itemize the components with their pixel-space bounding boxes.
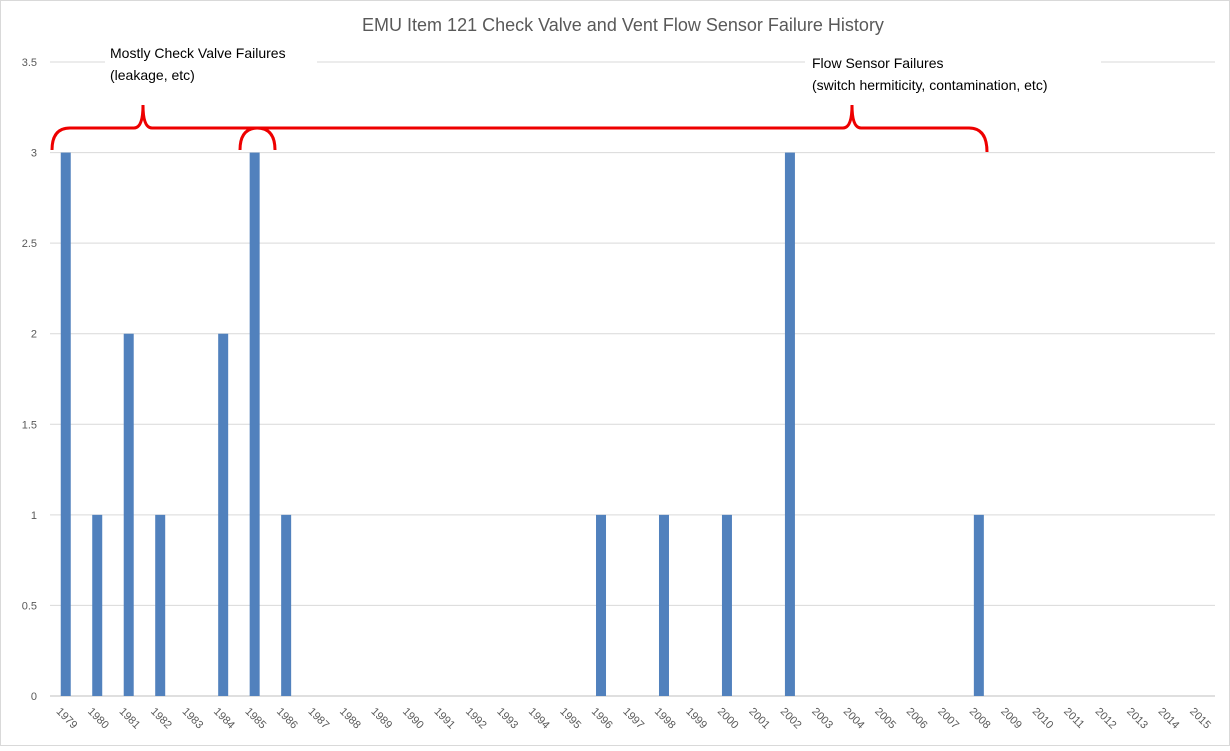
chart-title: EMU Item 121 Check Valve and Vent Flow S… <box>362 15 884 35</box>
y-tick-label: 1.5 <box>22 419 37 431</box>
bar <box>596 514 607 696</box>
bar <box>721 514 732 696</box>
y-tick-label: 3.5 <box>22 57 37 69</box>
bar <box>658 514 669 696</box>
bar <box>784 152 795 697</box>
annotation-box <box>105 40 317 86</box>
y-tick-label: 1 <box>31 510 37 522</box>
annotation: Flow Sensor Failures <box>812 55 944 71</box>
annotation-box <box>805 50 1101 96</box>
bar <box>218 333 229 696</box>
y-tick-label: 2.5 <box>22 238 37 250</box>
bar <box>123 333 134 696</box>
bar <box>249 152 260 697</box>
annotation: Mostly Check Valve Failures <box>110 45 286 61</box>
bar <box>92 514 103 696</box>
bar <box>973 514 984 696</box>
bar <box>155 514 166 696</box>
annotation: (switch hermiticity, contamination, etc) <box>812 77 1047 93</box>
y-tick-label: 0 <box>31 691 37 703</box>
y-tick-label: 2 <box>31 329 37 341</box>
y-tick-label: 3 <box>31 148 37 160</box>
bar <box>60 152 71 697</box>
annotation: (leakage, etc) <box>110 67 195 83</box>
y-tick-label: 0.5 <box>22 600 37 612</box>
bar <box>281 514 292 696</box>
brace <box>238 104 989 153</box>
